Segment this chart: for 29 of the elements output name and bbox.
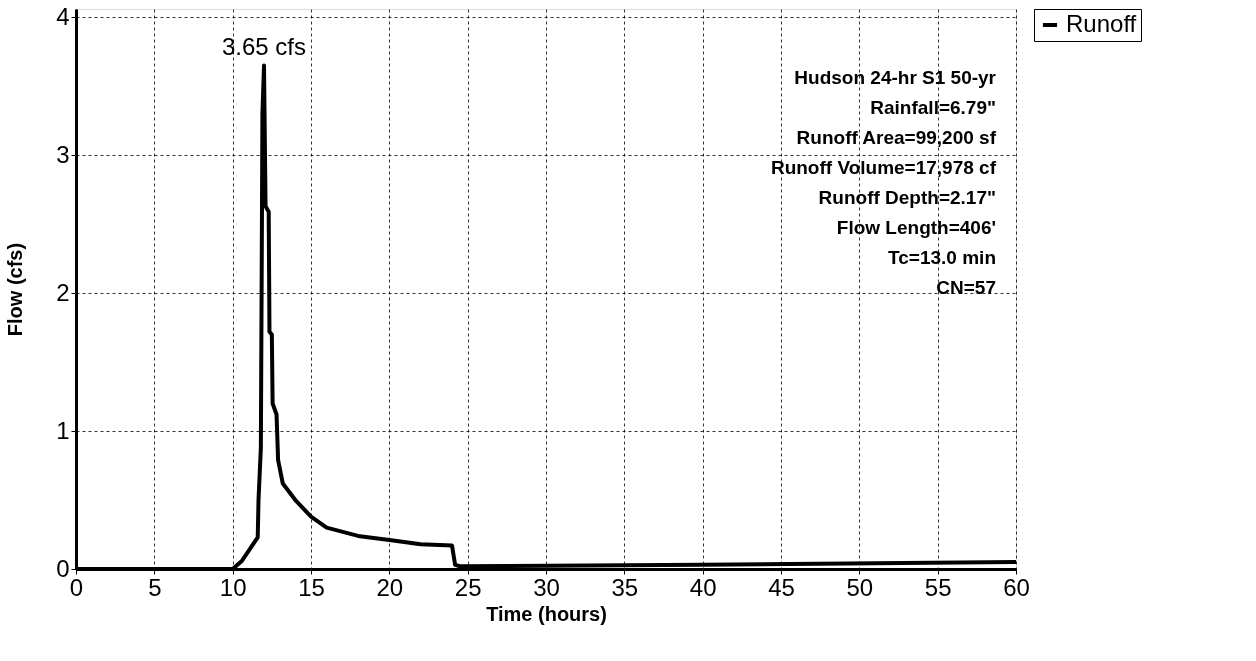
annotation: CN=57 — [936, 277, 996, 298]
x-tick-label: 60 — [1003, 573, 1030, 601]
annotation: Rainfall=6.79" — [870, 97, 996, 118]
x-tick-label: 30 — [533, 573, 560, 601]
annotation: Hudson 24-hr S1 50-yr — [794, 67, 997, 88]
x-tick-label: 55 — [924, 573, 952, 601]
x-tick-label: 5 — [148, 573, 162, 601]
y-tick-label: 2 — [56, 278, 70, 306]
x-tick-label: 35 — [611, 573, 639, 601]
annotation: Runoff Area=99,200 sf — [796, 127, 997, 148]
x-tick-label: 40 — [689, 573, 717, 601]
annotation: 3.65 cfs — [221, 32, 307, 60]
x-tick-label: 50 — [846, 573, 874, 601]
legend-label: Runoff — [1066, 10, 1137, 37]
annotation: Runoff Volume=17,978 cf — [770, 157, 997, 178]
x-tick-label: 25 — [454, 573, 482, 601]
y-tick-label: 1 — [56, 416, 70, 444]
annotation: Tc=13.0 min — [888, 247, 996, 268]
x-tick-label: 20 — [376, 573, 404, 601]
x-tick-label: 45 — [768, 573, 795, 601]
y-tick-label: 0 — [56, 554, 70, 582]
x-axis-title: Time (hours) — [486, 602, 607, 625]
y-axis-title: Flow (cfs) — [4, 242, 27, 337]
y-tick-label: 3 — [56, 140, 70, 168]
annotation: Runoff Depth=2.17" — [818, 187, 996, 208]
y-tick-label: 4 — [56, 2, 70, 30]
x-tick-label: 15 — [298, 573, 325, 601]
x-tick-label: 10 — [219, 573, 247, 601]
annotation: Flow Length=406' — [836, 217, 996, 238]
